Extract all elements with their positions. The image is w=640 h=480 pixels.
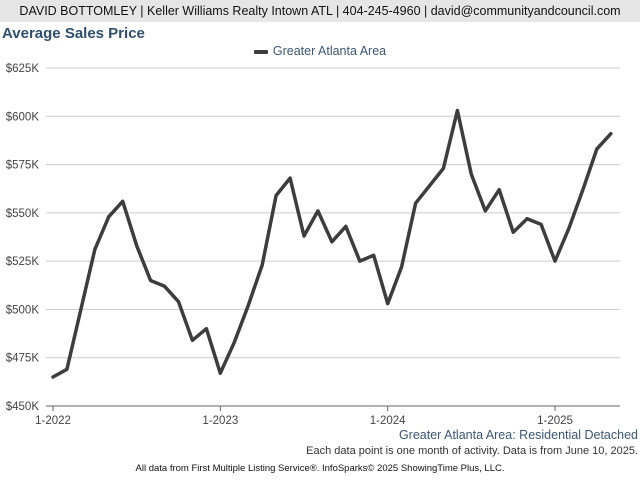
data-point-2023-01: [218, 371, 222, 375]
data-note: Each data point is one month of activity…: [306, 445, 638, 457]
x-tick-label: 1-2024: [370, 415, 406, 427]
data-point-2022-11: [190, 338, 194, 342]
data-point-2024-11: [525, 217, 529, 221]
data-point-2024-05: [441, 166, 445, 170]
y-tick-label: $450K: [6, 401, 40, 413]
data-point-2023-10: [344, 224, 348, 228]
chart-title: Average Sales Price: [2, 25, 145, 42]
y-tick-label: $500K: [6, 304, 40, 316]
legend-swatch: [253, 49, 268, 54]
data-point-2025-05: [609, 132, 613, 136]
data-point-2024-06: [455, 108, 459, 112]
data-point-2024-07: [469, 172, 473, 176]
data-point-2022-07: [135, 244, 139, 248]
data-point-2023-06: [288, 176, 292, 180]
data-point-2024-03: [414, 201, 418, 205]
data-point-2024-04: [428, 184, 431, 188]
data-point-2022-02: [65, 367, 69, 371]
data-point-2023-11: [358, 259, 362, 263]
data-point-2022-01: [51, 375, 55, 379]
data-point-2022-10: [177, 300, 180, 304]
data-point-2024-02: [400, 265, 404, 269]
contact-header: DAVID BOTTOMLEY | Keller Williams Realty…: [0, 0, 640, 22]
y-tick-label: $625K: [6, 63, 40, 75]
line-chart: $450K $475K $500K $525K $550K $575K $600K $625K…: [6, 63, 620, 427]
data-point-2025-04: [595, 147, 599, 151]
data-point-2024-12: [539, 222, 543, 226]
data-point-2025-02: [567, 226, 571, 230]
data-point-2022-03: [79, 307, 83, 311]
x-tick-label: 1-2023: [202, 415, 238, 427]
data-point-2023-07: [302, 234, 306, 238]
data-point-2022-08: [149, 278, 153, 282]
series-line-greater-atlanta: [51, 108, 613, 379]
y-tick-label: $575K: [6, 160, 40, 172]
y-axis-ticks: $450K $475K $500K $525K $550K $575K $600K $625K: [6, 63, 40, 413]
data-point-2025-01: [553, 259, 557, 263]
legend-label: Greater Atlanta Area: [272, 44, 387, 58]
y-tick-label: $600K: [6, 111, 40, 123]
data-point-2024-10: [511, 230, 515, 234]
x-axis-ticks: 1-2022 1-2023 1-2024 1-2025: [35, 406, 573, 427]
chart-subtitle: Greater Atlanta Area: Residential Detach…: [398, 428, 638, 442]
x-tick-label: 1-2022: [35, 415, 71, 427]
gridlines: [46, 67, 620, 407]
source-footer: All data from First Multiple Listing Ser…: [135, 463, 505, 474]
chart-legend: Greater Atlanta Area: [0, 44, 640, 58]
data-point-2025-03: [581, 188, 585, 192]
data-point-2023-09: [330, 240, 334, 244]
y-tick-label: $525K: [6, 256, 40, 268]
data-point-2023-12: [372, 253, 376, 257]
data-point-2023-08: [316, 209, 320, 213]
data-point-2024-01: [386, 302, 390, 306]
data-point-2022-05: [107, 215, 111, 219]
y-tick-label: $550K: [6, 208, 40, 220]
data-point-2022-04: [93, 248, 97, 252]
y-tick-label: $475K: [6, 353, 40, 365]
data-point-2023-04: [260, 263, 264, 267]
data-points: [51, 108, 613, 379]
data-point-2023-05: [274, 193, 278, 197]
data-point-2022-12: [204, 327, 208, 331]
data-point-2024-08: [483, 209, 487, 213]
data-point-2022-06: [121, 199, 125, 203]
data-point-2023-03: [246, 304, 250, 308]
data-point-2023-02: [232, 340, 236, 344]
data-point-2022-09: [163, 284, 167, 288]
x-tick-label: 1-2025: [537, 415, 573, 427]
data-point-2024-09: [497, 188, 501, 192]
